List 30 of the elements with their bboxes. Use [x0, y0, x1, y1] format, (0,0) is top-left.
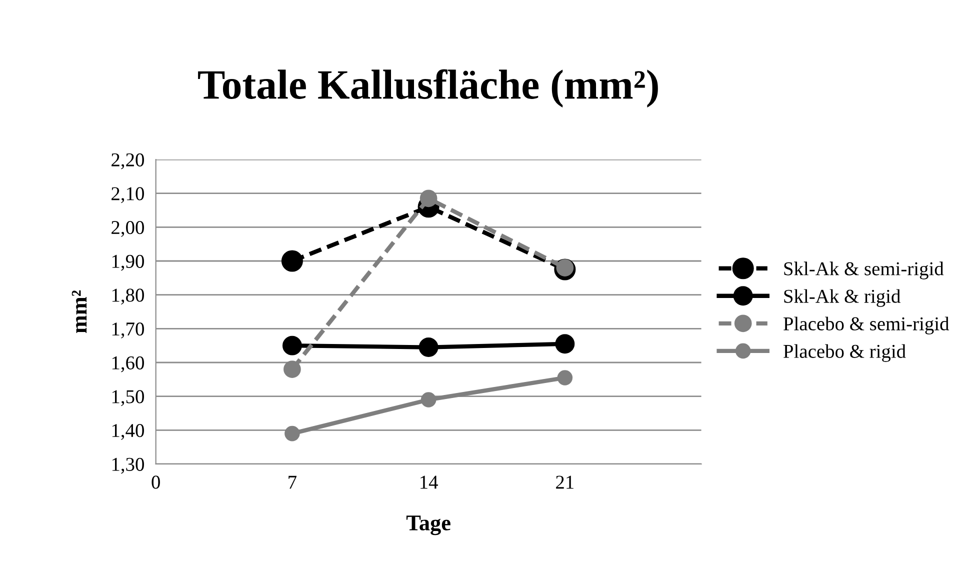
- y-tick-label: 1,50: [112, 390, 144, 406]
- x-tick-label: 7: [288, 476, 296, 489]
- y-tick-label: 1,40: [112, 424, 144, 440]
- y-tick-label: 2,00: [112, 220, 144, 237]
- legend-label: Placebo & rigid: [784, 344, 906, 362]
- x-tick-label: 0: [152, 476, 160, 489]
- point: [282, 336, 302, 356]
- point: [418, 338, 438, 357]
- chart-title: Totale Kallusfläche (mm²): [198, 69, 658, 108]
- point: [555, 334, 575, 354]
- y-tick-label: 1,70: [112, 322, 144, 338]
- x-axis-title: Tage: [406, 516, 450, 536]
- x-tick-label: 21: [556, 476, 574, 489]
- legend-label: Placebo & semi-rigid: [784, 316, 950, 334]
- point: [284, 426, 300, 442]
- legend-label: Skl-Ak & semi-rigid: [784, 262, 944, 280]
- y-tick-label: 2,20: [112, 153, 144, 170]
- point: [281, 250, 303, 272]
- y-axis-title: mm²: [72, 290, 87, 333]
- y-tick-label: 1,30: [112, 458, 144, 474]
- x-tick-label: 14: [420, 476, 438, 489]
- point: [420, 190, 438, 208]
- point: [420, 392, 436, 408]
- y-tick-label: 1,90: [112, 254, 144, 271]
- legend-label: Skl-Ak & rigid: [784, 289, 900, 307]
- y-tick-label: 2,10: [112, 187, 144, 204]
- y-tick-label: 1,80: [112, 288, 144, 305]
- point: [557, 370, 573, 386]
- y-tick-label: 1,60: [112, 356, 144, 372]
- point: [284, 360, 301, 378]
